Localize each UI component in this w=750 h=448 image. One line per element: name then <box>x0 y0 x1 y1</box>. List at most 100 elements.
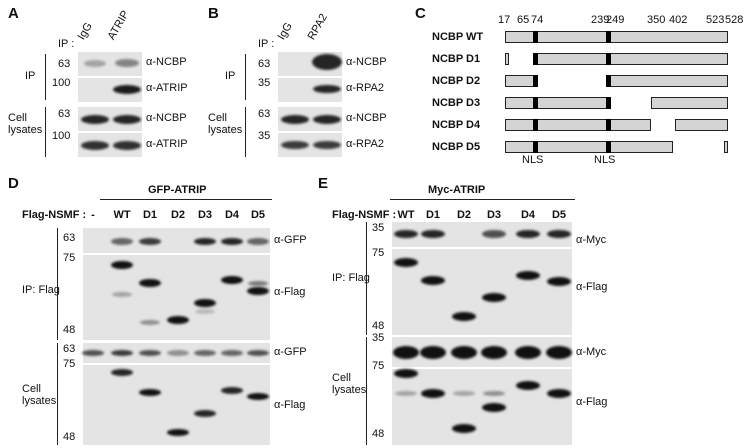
panel-label: D <box>8 175 19 192</box>
group-line <box>57 228 58 340</box>
size-marker: 63 <box>63 343 76 355</box>
construct-label: NCBP D4 <box>432 119 481 131</box>
band <box>394 368 418 378</box>
lane-label: D5 <box>551 209 567 221</box>
residue-position: 350 <box>647 14 666 26</box>
size-marker: 35 <box>258 77 271 89</box>
construct-label: NCBP D2 <box>432 75 481 87</box>
nls-box <box>533 75 538 87</box>
domain-bar <box>724 141 728 153</box>
band <box>111 261 133 269</box>
group-label: IP: Flag <box>22 284 60 296</box>
residue-position: 17 <box>498 14 511 26</box>
lane-label: D3 <box>197 209 213 221</box>
band <box>111 237 133 245</box>
lane-label: IgG <box>75 20 95 42</box>
size-marker: 35 <box>258 130 271 142</box>
residue-position: 249 <box>606 14 625 26</box>
size-marker: 48 <box>372 428 385 440</box>
lane-label: D3 <box>486 209 502 221</box>
blot <box>83 343 270 363</box>
domain-bar <box>505 141 673 153</box>
underline <box>100 199 272 200</box>
band <box>546 345 572 359</box>
group-label: IP <box>25 70 36 82</box>
lane-label: - <box>91 209 95 221</box>
nls-box <box>606 53 611 65</box>
size-marker: 63 <box>58 58 71 70</box>
band <box>547 230 571 238</box>
band <box>394 230 418 238</box>
band <box>313 85 341 93</box>
blot <box>392 249 572 335</box>
nls-box <box>533 141 538 153</box>
lane-label: D2 <box>170 209 186 221</box>
residue-position: 523 <box>706 14 725 26</box>
band <box>82 350 104 356</box>
size-marker: 48 <box>372 320 385 332</box>
lane-label: WT <box>113 209 131 221</box>
band <box>420 345 446 359</box>
lane-label: D4 <box>224 209 240 221</box>
antibody-label: α-NCBP <box>146 56 187 68</box>
antibody-label: α-NCBP <box>346 112 387 124</box>
group-line <box>57 343 58 445</box>
antibody-label: α-RPA2 <box>346 138 384 150</box>
residue-position: 65 <box>517 14 530 26</box>
nls-box <box>606 31 611 43</box>
band <box>451 345 477 359</box>
lane-label: D4 <box>520 209 536 221</box>
band <box>140 319 160 325</box>
band <box>113 114 141 124</box>
band <box>482 292 506 302</box>
antibody-label: α-RPA2 <box>346 82 384 94</box>
band <box>515 345 541 359</box>
group-label: Cell lysates <box>208 112 243 136</box>
band <box>452 311 476 321</box>
band <box>281 114 309 124</box>
group-label: IP <box>225 70 236 82</box>
band <box>81 140 109 150</box>
band <box>547 276 571 286</box>
construct-label: GFP-ATRIP <box>148 184 207 196</box>
underline <box>390 199 575 200</box>
blot <box>83 255 270 340</box>
group-line <box>366 337 367 445</box>
antibody-label: α-Flag <box>274 399 306 411</box>
band <box>81 114 109 124</box>
group-line <box>45 107 46 157</box>
panel-label: A <box>8 5 19 22</box>
size-marker: 63 <box>63 232 76 244</box>
lane-label: RPA2 <box>305 11 330 42</box>
size-marker: 100 <box>52 77 71 89</box>
band <box>516 230 540 238</box>
band <box>113 140 141 150</box>
size-marker: 75 <box>63 358 76 370</box>
nls-box <box>606 75 611 87</box>
lane-prefix: Flag-NSMF : <box>332 209 397 221</box>
antibody-label: α-Flag <box>274 286 306 298</box>
band <box>221 386 243 394</box>
lane-label: D2 <box>456 209 472 221</box>
band <box>421 230 445 238</box>
antibody-label: α-ATRIP <box>146 82 188 94</box>
construct-label: Myc-ATRIP <box>428 184 486 196</box>
domain-bar <box>606 75 728 87</box>
band <box>111 368 133 376</box>
band <box>247 237 269 245</box>
residue-position: 528 <box>725 14 744 26</box>
antibody-label: α-Flag <box>576 281 608 293</box>
residue-position: 239 <box>591 14 610 26</box>
antibody-label: α-GFP <box>274 234 307 246</box>
band <box>248 280 268 286</box>
ip-prefix: IP : <box>258 38 275 50</box>
size-marker: 48 <box>63 431 76 443</box>
nls-box <box>533 97 538 109</box>
band <box>221 237 243 245</box>
size-marker: 100 <box>52 130 71 142</box>
size-marker: 63 <box>258 58 271 70</box>
size-marker: 48 <box>63 324 76 336</box>
panel-label: E <box>318 175 329 192</box>
lane-label: IgG <box>275 20 295 42</box>
